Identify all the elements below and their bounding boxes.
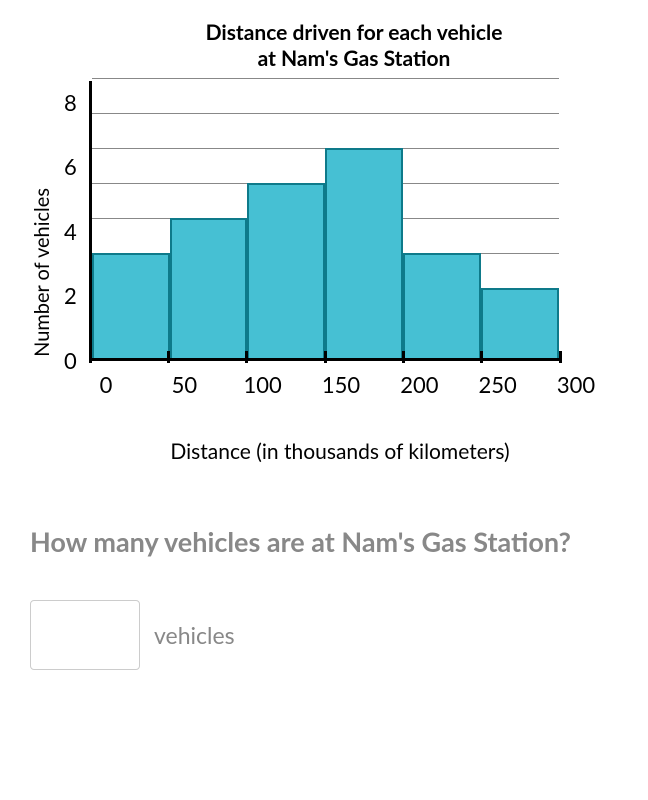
answer-unit: vehicles xyxy=(154,621,235,649)
gridline xyxy=(92,78,559,79)
x-tick: 0 xyxy=(100,371,113,398)
question-text: How many vehicles are at Nam's Gas Stati… xyxy=(30,524,618,560)
histogram-chart: Distance driven for each vehicle at Nam'… xyxy=(30,20,618,464)
y-axis-ticks: 86420 xyxy=(64,81,89,361)
x-tick-mark xyxy=(245,351,248,363)
y-axis-label: Number of vehicles xyxy=(30,188,54,357)
x-tick-mark xyxy=(559,351,562,363)
chart-title-line1: Distance driven for each vehicle xyxy=(206,20,503,45)
histogram-bar xyxy=(247,183,325,358)
x-tick-mark xyxy=(480,351,483,363)
histogram-bar xyxy=(170,218,248,358)
answer-input[interactable] xyxy=(30,600,140,670)
histogram-bar xyxy=(403,253,481,358)
histogram-bar xyxy=(325,148,403,358)
answer-row: vehicles xyxy=(30,600,618,670)
y-tick: 2 xyxy=(64,285,77,307)
x-tick: 300 xyxy=(557,371,595,398)
x-tick: 50 xyxy=(172,371,198,398)
x-tick-mark xyxy=(89,351,92,363)
plot-area xyxy=(89,81,559,361)
y-tick: 6 xyxy=(64,156,77,178)
x-tick-mark xyxy=(167,351,170,363)
y-tick: 0 xyxy=(64,350,77,372)
chart-title-line2: at Nam's Gas Station xyxy=(258,46,451,71)
x-tick: 150 xyxy=(322,371,360,398)
histogram-bar xyxy=(481,288,559,358)
x-axis-ticks: 050100150200250300 xyxy=(106,371,576,399)
x-tick: 100 xyxy=(244,371,282,398)
chart-title: Distance driven for each vehicle at Nam'… xyxy=(90,20,618,73)
y-tick: 4 xyxy=(64,221,77,243)
histogram-bar xyxy=(92,253,170,358)
x-tick-mark xyxy=(324,351,327,363)
x-tick-mark xyxy=(402,351,405,363)
x-tick: 250 xyxy=(479,371,517,398)
y-tick: 8 xyxy=(64,92,77,114)
x-tick: 200 xyxy=(400,371,438,398)
x-axis-label: Distance (in thousands of kilometers) xyxy=(104,439,576,464)
histogram-bars xyxy=(92,81,559,358)
